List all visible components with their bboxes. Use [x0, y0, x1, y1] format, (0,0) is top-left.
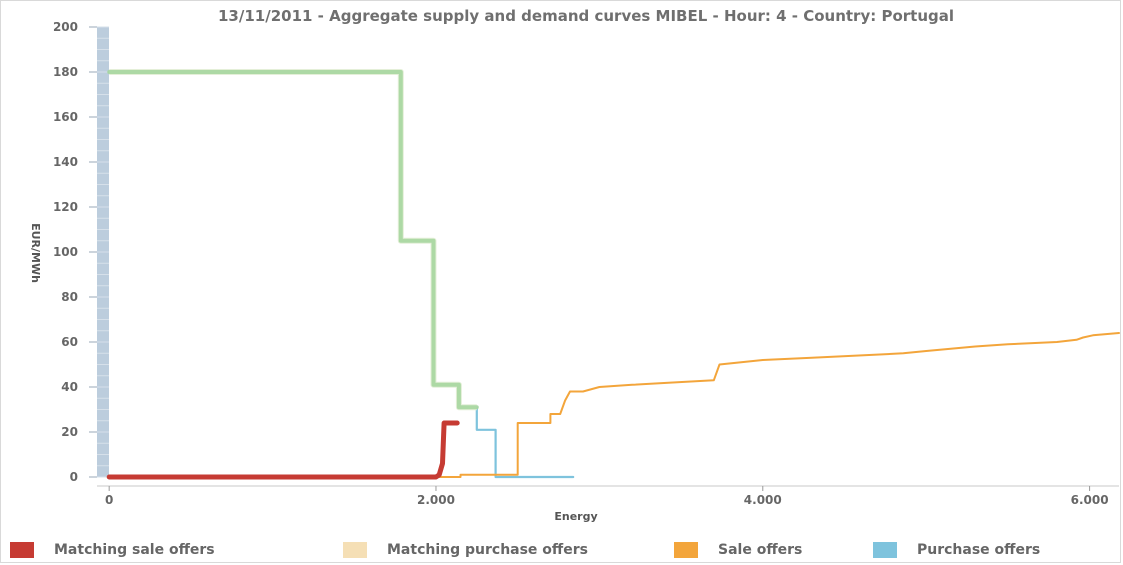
chart-legend: Matching sale offers Matching purchase o… [0, 539, 1123, 561]
y-tick-label-100: 100 [53, 245, 78, 259]
legend-item-purchase-offers[interactable]: Purchase offers [873, 539, 1040, 561]
x-tick-label-2-000: 2.000 [417, 493, 455, 507]
legend-item-matching-purchase-offers[interactable]: Matching purchase offers [343, 539, 588, 561]
x-tick-label-0: 0 [105, 493, 113, 507]
legend-swatch-purchase-offers [873, 542, 897, 558]
x-tick-label-6-000: 6.000 [1071, 493, 1109, 507]
y-tick-label-200: 200 [53, 20, 78, 34]
y-tick-label-40: 40 [61, 380, 78, 394]
y-tick-label-140: 140 [53, 155, 78, 169]
legend-item-sale-offers[interactable]: Sale offers [674, 539, 802, 561]
chart-title: 13/11/2011 - Aggregate supply and demand… [218, 7, 954, 25]
series-line-sale-offers[interactable] [108, 332, 1120, 478]
legend-item-matching-sale-offers[interactable]: Matching sale offers [10, 539, 215, 561]
y-tick-label-20: 20 [61, 425, 78, 439]
x-axis-label: Energy [554, 510, 597, 523]
legend-swatch-matching-purchase-offers [343, 542, 367, 558]
series-line-purchase-offers[interactable] [108, 70, 575, 479]
legend-label-matching-purchase-offers: Matching purchase offers [387, 542, 588, 558]
series-line-matching-sale-offers[interactable] [106, 420, 460, 480]
legend-swatch-matching-sale-offers [10, 542, 34, 558]
legend-label-sale-offers: Sale offers [718, 542, 803, 558]
legend-label-matching-sale-offers: Matching sale offers [54, 542, 215, 558]
y-axis-label: EUR/MWh [29, 223, 42, 283]
x-tick-label-4-000: 4.000 [744, 493, 782, 507]
y-tick-label-80: 80 [61, 290, 78, 304]
y-tick-label-120: 120 [53, 200, 78, 214]
y-tick-label-60: 60 [61, 335, 78, 349]
legend-swatch-sale-offers [674, 542, 698, 558]
legend-label-purchase-offers: Purchase offers [917, 542, 1041, 558]
y-tick-label-180: 180 [53, 65, 78, 79]
series-line-matching-purchase-offers[interactable] [107, 70, 479, 410]
y-tick-label-0: 0 [70, 470, 78, 484]
y-tick-label-160: 160 [53, 110, 78, 124]
